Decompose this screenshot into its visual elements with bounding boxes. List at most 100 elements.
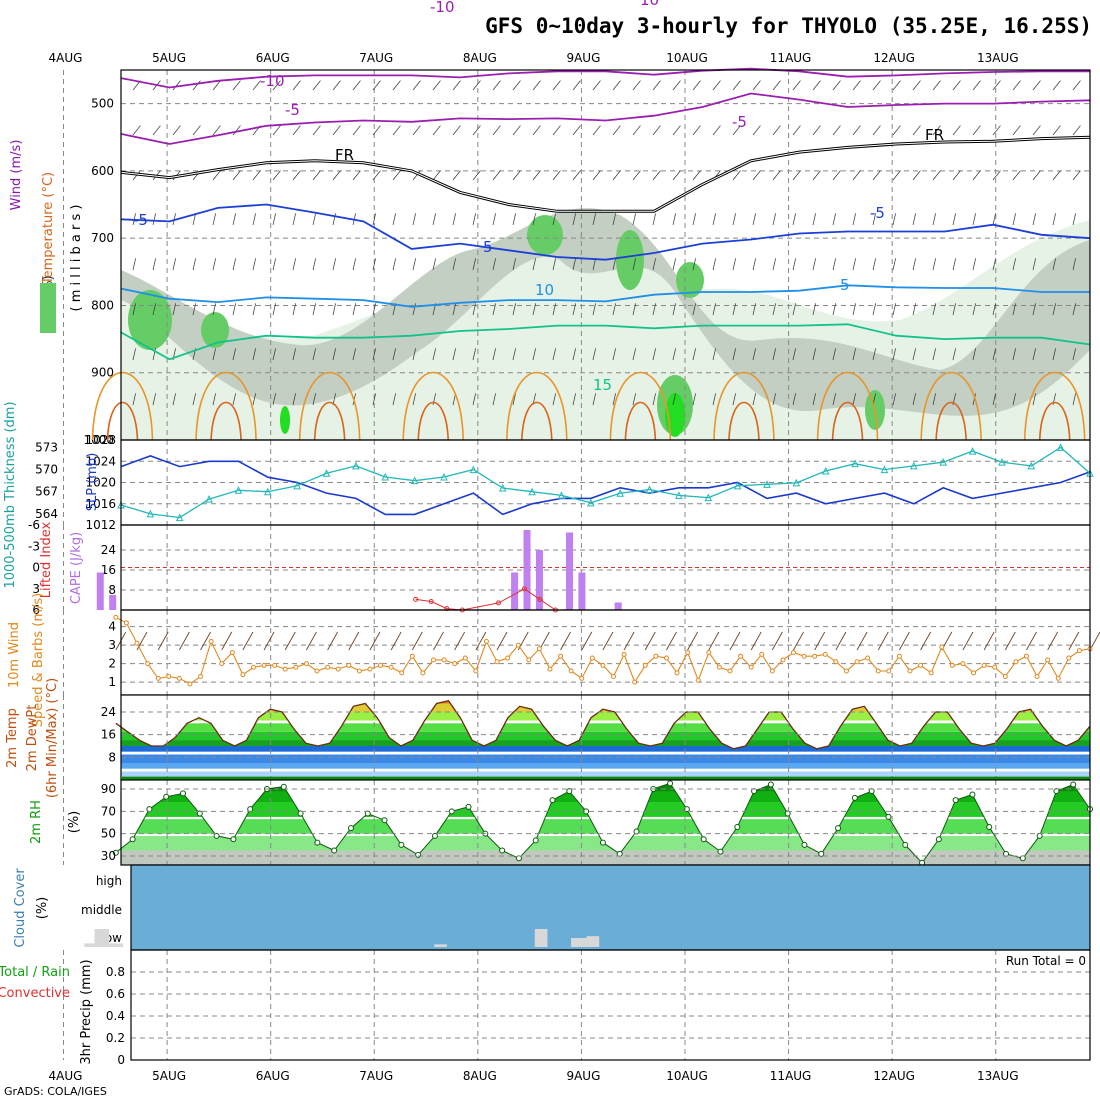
wind10-point-67 (822, 651, 828, 657)
wind-barb (432, 258, 436, 271)
wind-barb (232, 125, 241, 136)
wind-barb (332, 303, 336, 316)
wind-barb (692, 393, 696, 406)
isotherm-label-10: FR (925, 126, 944, 144)
wind-barb (652, 170, 661, 181)
rh-point-13 (331, 847, 338, 854)
wind-barb (212, 170, 221, 181)
wind-barb (452, 348, 456, 361)
wind10-barb (962, 631, 974, 651)
rh-point-23 (499, 847, 506, 854)
wind-barb (632, 125, 641, 136)
wind10-point-62 (769, 668, 775, 674)
wind-barb (532, 125, 541, 136)
y-tick-pressure-600: 600 (91, 164, 114, 178)
y-tick-temp-24: 24 (101, 705, 116, 719)
wind-barb (392, 170, 401, 181)
precip-run-total: Run Total = 0 (1006, 954, 1086, 968)
temp-line (115, 699, 1091, 750)
cape-bar-3 (523, 530, 531, 610)
wind-barb (172, 303, 176, 316)
wind-barb (212, 80, 221, 91)
wind-barb (612, 303, 616, 316)
thickness-point-27 (910, 461, 918, 470)
wind-barb (412, 258, 416, 271)
wind-barb (332, 80, 341, 91)
y-tick-thick-573: 573 (35, 440, 58, 454)
wind10-point-44 (579, 675, 585, 681)
wind-barb (192, 213, 196, 226)
wind-barb (552, 258, 556, 271)
wind-barb (672, 258, 676, 271)
wind10-barb (178, 631, 190, 651)
wind-barb (1072, 170, 1081, 181)
y-tick-thick-564: 564 (35, 507, 58, 521)
wind-barb (372, 303, 376, 316)
ylabel-lifted-index: Lifted Index (39, 521, 54, 598)
chart-title: GFS 0~10day 3-hourly for THYOLO (35.25E,… (485, 14, 1092, 38)
wind-barb (972, 170, 981, 181)
wind-barb (252, 80, 261, 91)
panel-precip: 0 0.2 0.4 0.6 0.8 Run Total = 0 Total / Rain Co… (0, 949, 1091, 1067)
wind-barb (632, 393, 636, 406)
wind-barb (932, 303, 936, 316)
wind-barb (712, 80, 721, 91)
wind-barb (132, 258, 136, 271)
wind-barb (552, 170, 561, 181)
wind-barb (612, 348, 616, 361)
x-tick-top-11AUG: 11AUG (770, 51, 812, 65)
wind-barb (492, 80, 501, 91)
isotherm-20-loop (816, 371, 879, 441)
wind10-point-86 (1023, 653, 1029, 659)
wind-barb (792, 80, 801, 91)
x-tick-bottom-8AUG: 8AUG (463, 1069, 497, 1083)
x-tick-bottom-9AUG: 9AUG (566, 1069, 600, 1083)
panel-rh: 30 50 70 90 (63, 776, 1093, 866)
wind-barb (472, 170, 481, 181)
wind-barb (152, 125, 161, 136)
wind10-barb (750, 631, 762, 651)
rh-point-26 (549, 797, 556, 804)
wind10-barb (1004, 631, 1016, 651)
rh-shade-green-3 (616, 230, 644, 290)
wind-barb (972, 125, 981, 136)
wind-barb (312, 303, 316, 316)
wind10-point-29 (420, 670, 426, 676)
wind-barb (952, 170, 961, 181)
wind-barb (792, 303, 796, 316)
wind-barb (872, 303, 876, 316)
isotherm-label-7: 10 (640, 0, 659, 9)
wind-barb (532, 80, 541, 91)
wind10-point-79 (949, 662, 955, 668)
isotherm-25-loop (210, 401, 242, 441)
wind-barb (392, 125, 401, 136)
wind10-point-59 (738, 653, 744, 659)
rh-point-27 (566, 788, 573, 795)
wind-barb (892, 213, 896, 226)
wind10-barb (1026, 631, 1037, 651)
temp-band-4 (121, 737, 1090, 746)
cape-bar-1 (109, 595, 117, 610)
wind10-barb (496, 631, 508, 651)
wind-barb (812, 303, 816, 316)
ylabel-millibars: ( m i l l i b a r s ) (69, 205, 84, 312)
ylabel-2m-temp: 2m Temp (5, 708, 20, 768)
wind-barb (552, 393, 556, 406)
wind-barb (252, 170, 261, 181)
wind10-point-28 (409, 653, 415, 659)
isotherm-label-4: 5 (483, 238, 493, 256)
wind-barb (912, 393, 916, 406)
wind-barb (592, 348, 596, 361)
wind-barb (592, 80, 601, 91)
wind-barb (712, 393, 716, 406)
wind-barb (492, 393, 496, 406)
wind10-barb (348, 631, 360, 651)
wind-barb (592, 170, 601, 181)
wind-barb (852, 170, 861, 181)
ylabel-total-rain: Total / Rain (0, 965, 70, 980)
rh-shade-light2 (121, 256, 1090, 440)
y-tick-wind-2: 2 (108, 657, 116, 671)
wind-barb (892, 348, 896, 361)
thickness-point-22 (763, 480, 771, 488)
isotherm-25-loop (831, 401, 864, 441)
